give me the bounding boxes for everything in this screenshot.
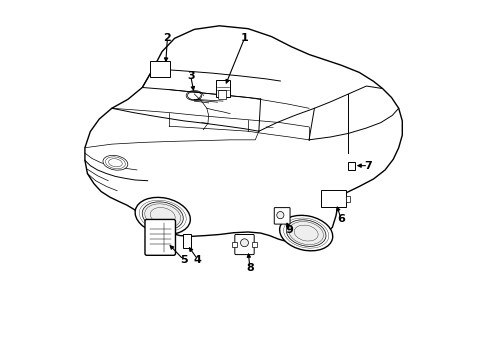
FancyBboxPatch shape (215, 80, 230, 97)
FancyBboxPatch shape (347, 162, 354, 170)
Ellipse shape (286, 220, 325, 246)
FancyBboxPatch shape (251, 242, 257, 247)
Ellipse shape (240, 239, 248, 247)
FancyBboxPatch shape (234, 234, 254, 255)
FancyBboxPatch shape (183, 234, 191, 248)
Ellipse shape (135, 197, 190, 234)
Text: 6: 6 (337, 215, 345, 224)
FancyBboxPatch shape (321, 190, 345, 207)
Text: 9: 9 (285, 225, 293, 235)
Text: 1: 1 (240, 33, 248, 43)
FancyBboxPatch shape (231, 242, 237, 247)
Ellipse shape (276, 212, 284, 219)
Text: 8: 8 (245, 263, 253, 273)
Ellipse shape (103, 156, 127, 170)
FancyBboxPatch shape (218, 90, 226, 100)
FancyBboxPatch shape (345, 196, 349, 202)
Text: 2: 2 (163, 33, 171, 43)
Text: 7: 7 (364, 161, 371, 171)
FancyBboxPatch shape (144, 220, 175, 255)
Polygon shape (85, 26, 402, 243)
Text: 4: 4 (194, 255, 202, 265)
Ellipse shape (279, 215, 332, 251)
FancyBboxPatch shape (150, 61, 170, 77)
Text: 5: 5 (180, 255, 187, 265)
FancyBboxPatch shape (274, 208, 289, 224)
Ellipse shape (142, 202, 183, 230)
Text: 3: 3 (186, 71, 194, 81)
